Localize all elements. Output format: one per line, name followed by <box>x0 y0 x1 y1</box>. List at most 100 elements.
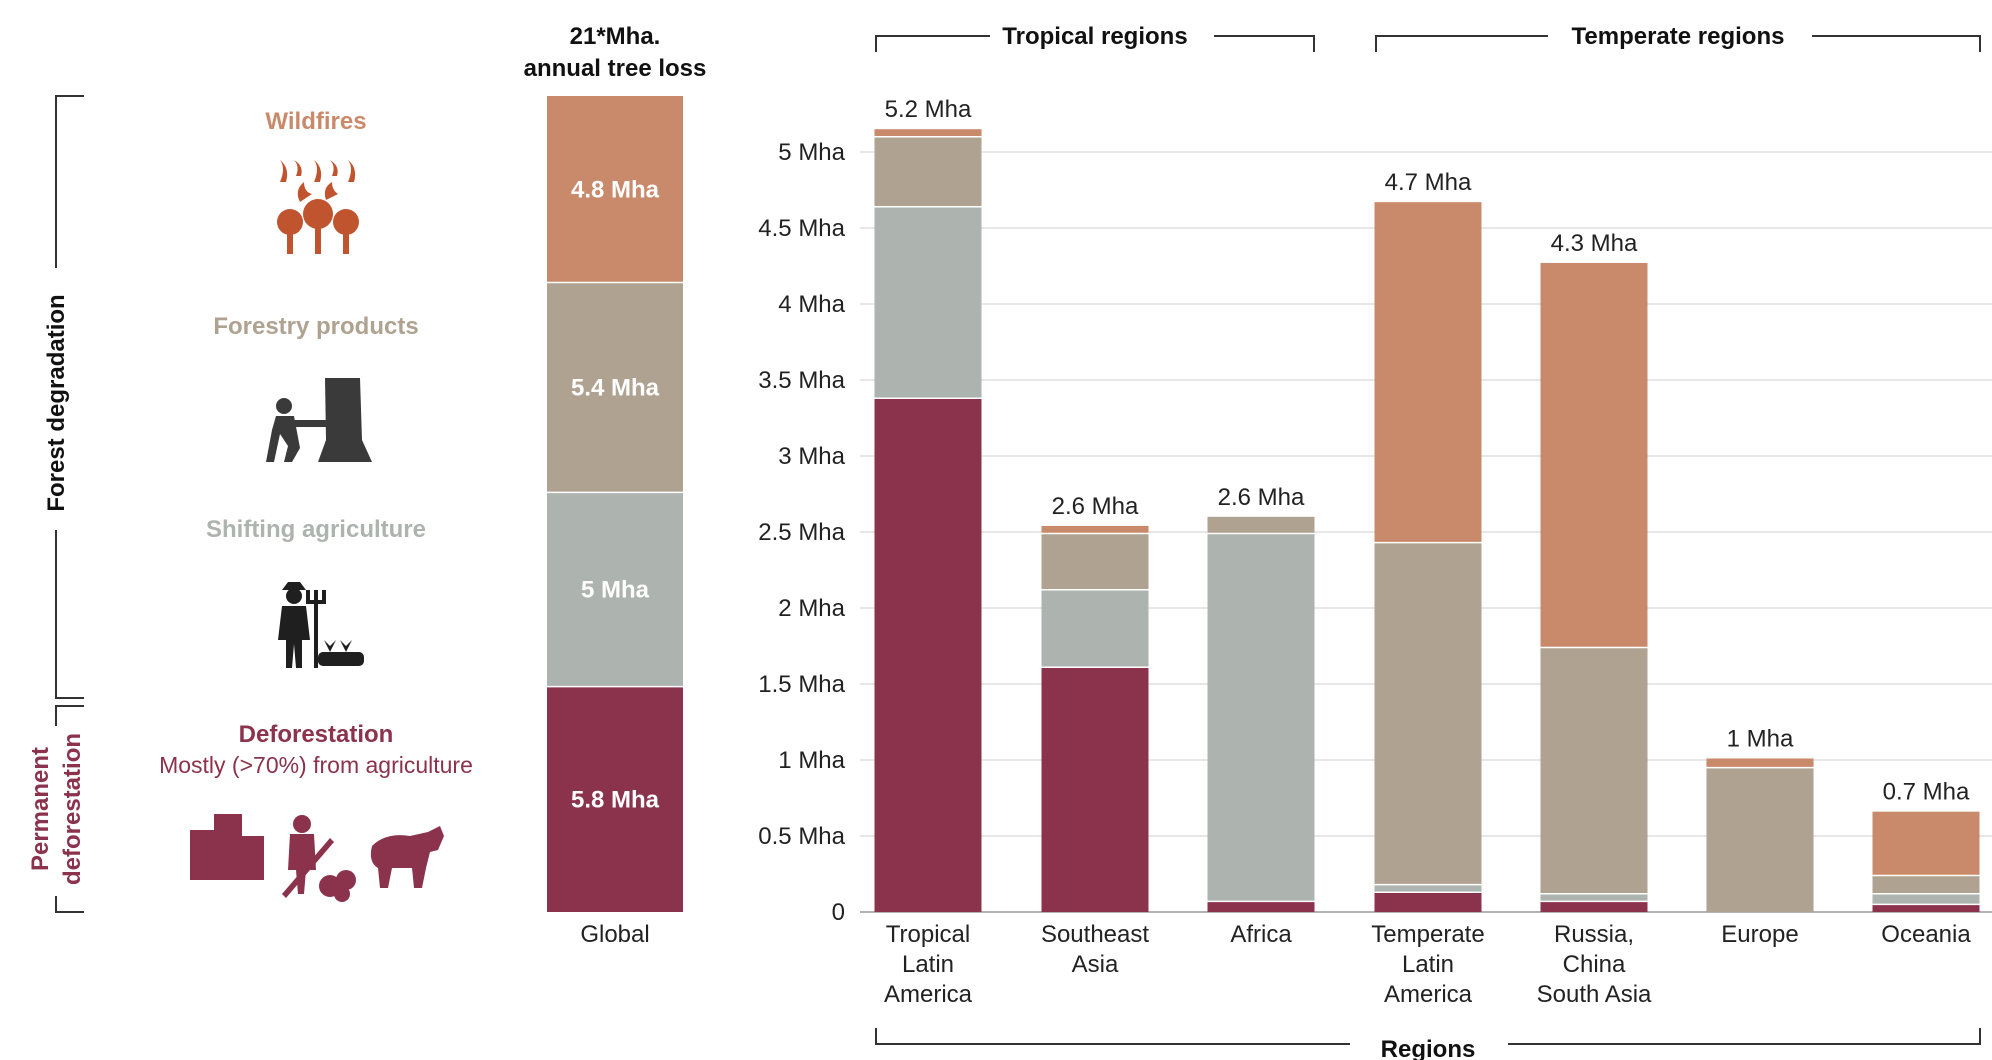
global-segment-shifting <box>547 492 683 687</box>
bar-segment-forestry <box>1706 767 1814 912</box>
y-tick-label: 5 Mha <box>778 139 845 166</box>
y-tick-label: 2.5 Mha <box>758 519 845 546</box>
y-tick-label: 1 Mha <box>778 747 845 774</box>
bar-segment-shifting <box>1374 884 1482 893</box>
bar-total-label: 2.6 Mha <box>1052 493 1139 520</box>
y-axis: 0 0.5 Mha 1 Mha 1.5 Mha 2 Mha 2.5 Mha 3 Mha 3.5… <box>758 139 845 926</box>
region-bar <box>1374 202 1482 912</box>
bar-segment-shifting <box>1540 893 1648 902</box>
x-category-label: Southeast <box>1041 921 1149 948</box>
regions-axis-label: Regions <box>1381 1036 1476 1060</box>
harvester-icon <box>282 815 356 902</box>
bar-segment-deforestation <box>1374 892 1482 912</box>
region-bar <box>1706 758 1814 912</box>
legend-wildfires-title: Wildfires <box>265 108 366 135</box>
wildfire-trees-icon <box>277 160 359 254</box>
permanent-deforestation-bracket: Permanent deforestation <box>24 705 90 913</box>
bar-total-label: 5.2 Mha <box>885 96 972 123</box>
x-category-label: China <box>1563 951 1626 978</box>
bar-total-label: 4.3 Mha <box>1551 230 1638 257</box>
farmer-pitchfork-icon <box>278 582 364 668</box>
bar-segment-forestry <box>874 136 982 207</box>
y-tick-label: 4 Mha <box>778 291 845 318</box>
permanent-label-line2: deforestation <box>59 733 86 885</box>
bar-segment-wildfires <box>1872 811 1980 876</box>
y-tick-label: 4.5 Mha <box>758 215 845 242</box>
bar-segment-forestry <box>1374 542 1482 885</box>
y-tick-label: 3 Mha <box>778 443 845 470</box>
bar-segment-forestry <box>1872 875 1980 894</box>
global-label-wildfires: 4.8 Mha <box>571 176 660 203</box>
bar-segment-shifting <box>874 206 982 399</box>
x-category-label: Latin <box>902 951 954 978</box>
y-tick-label: 3.5 Mha <box>758 367 845 394</box>
bar-segment-deforestation <box>874 398 982 912</box>
global-title-line2: annual tree loss <box>524 55 707 82</box>
bar-segment-deforestation <box>1872 904 1980 912</box>
bar-total-label: 1 Mha <box>1727 725 1794 752</box>
x-category-label: Asia <box>1072 951 1119 978</box>
global-label-forestry: 5.4 Mha <box>571 374 660 401</box>
x-axis: Tropical Latin America Southeast Asia Africa T… <box>884 921 1971 1008</box>
legend-forestry-title: Forestry products <box>213 313 418 340</box>
forest-degradation-bracket: Forest degradation <box>40 95 84 699</box>
bar-segment-forestry <box>1540 647 1648 894</box>
bar-segment-wildfires <box>874 129 982 137</box>
y-tick-label: 2 Mha <box>778 595 845 622</box>
x-category-label: Latin <box>1402 951 1454 978</box>
legend: Wildfires Forestry products Shifting agr… <box>159 108 473 902</box>
global-segment-wildfires <box>547 96 683 283</box>
region-totals: 5.2 Mha 2.6 Mha 2.6 Mha 4.7 Mha 4.3 Mha 1 Mha… <box>885 96 1970 805</box>
region-bar <box>1207 516 1315 912</box>
temperate-bracket: Temperate regions <box>1375 23 1981 52</box>
bar-segment-shifting <box>1207 533 1315 902</box>
bar-total-label: 0.7 Mha <box>1883 779 1970 806</box>
global-label-deforestation: 5.8 Mha <box>571 786 660 813</box>
tropical-regions-label: Tropical regions <box>1002 23 1187 50</box>
x-category-label: Africa <box>1230 921 1292 948</box>
x-category-label: Temperate <box>1371 921 1484 948</box>
region-bar <box>1540 262 1648 912</box>
y-tick-label: 0.5 Mha <box>758 823 845 850</box>
bar-segment-deforestation <box>1041 667 1149 912</box>
bar-total-label: 4.7 Mha <box>1385 169 1472 196</box>
cow-icon <box>370 826 444 888</box>
global-category-label: Global <box>580 921 649 948</box>
bar-segment-shifting <box>1041 589 1149 668</box>
bar-segment-wildfires <box>1374 202 1482 543</box>
legend-deforestation-subtitle: Mostly (>70%) from agriculture <box>159 752 473 778</box>
y-tick-label: 1.5 Mha <box>758 671 845 698</box>
x-category-label: South Asia <box>1537 981 1652 1008</box>
legend-shifting-title: Shifting agriculture <box>206 516 426 543</box>
bar-segment-deforestation <box>1540 901 1648 912</box>
buildings-icon <box>190 814 264 880</box>
logger-chainsaw-icon <box>266 378 372 462</box>
x-category-label: Oceania <box>1881 921 1971 948</box>
bar-segment-wildfires <box>1706 758 1814 768</box>
bar-segment-forestry <box>1041 533 1149 590</box>
tropical-bracket: Tropical regions <box>875 23 1315 52</box>
x-category-label: Tropical <box>886 921 970 948</box>
region-bars <box>874 129 1980 912</box>
legend-deforestation-title: Deforestation <box>239 721 394 748</box>
global-title-line1: 21*Mha. <box>570 23 661 50</box>
temperate-regions-label: Temperate regions <box>1572 23 1785 50</box>
forest-degradation-label: Forest degradation <box>43 294 70 511</box>
bar-segment-wildfires <box>1540 262 1648 648</box>
global-bar: 21*Mha. annual tree loss 5.8 Mha 5 Mha 5.4… <box>524 23 707 948</box>
bar-segment-forestry <box>1207 516 1315 534</box>
bar-total-label: 2.6 Mha <box>1218 484 1305 511</box>
bar-segment-deforestation <box>1207 901 1315 912</box>
x-category-label: Russia, <box>1554 921 1634 948</box>
x-category-label: America <box>884 981 973 1008</box>
y-tick-label: 0 <box>832 899 845 926</box>
region-bar <box>1041 525 1149 912</box>
x-category-label: America <box>1384 981 1473 1008</box>
regions-bracket: Regions <box>875 1028 1981 1060</box>
global-label-shifting: 5 Mha <box>581 576 650 603</box>
region-bar <box>874 129 982 912</box>
bar-segment-wildfires <box>1041 525 1149 534</box>
global-segment-forestry <box>547 282 683 493</box>
x-category-label: Europe <box>1721 921 1798 948</box>
